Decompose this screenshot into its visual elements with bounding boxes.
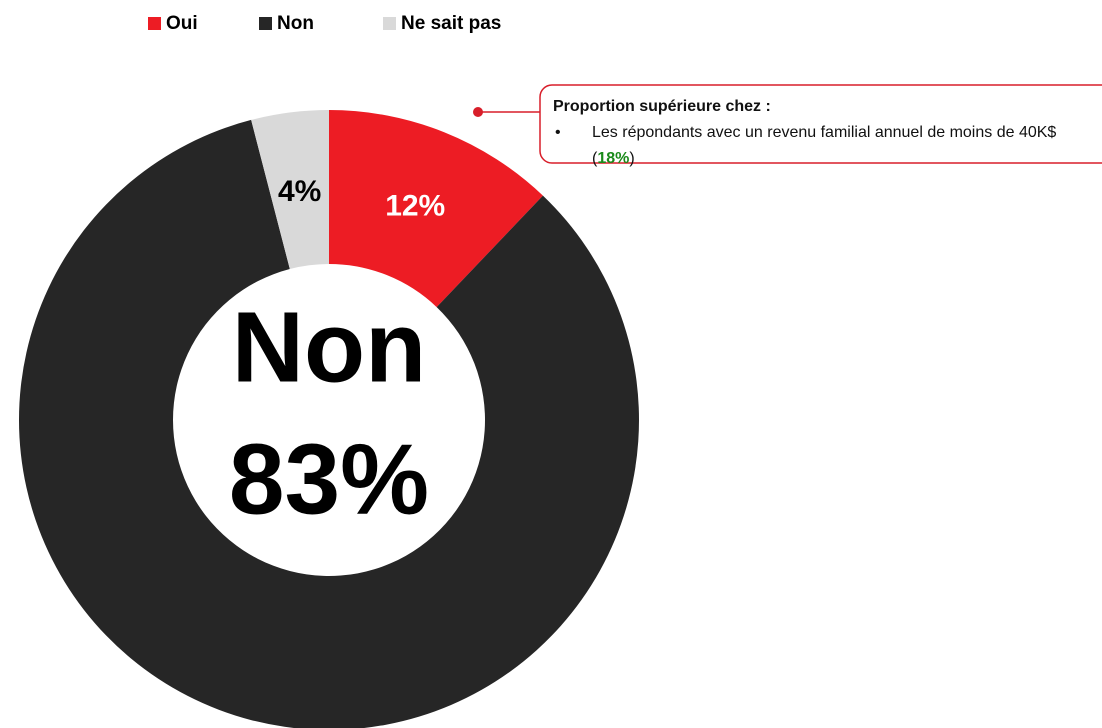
- annotation-item: • Les répondants avec un revenu familial…: [553, 120, 1083, 172]
- donut-slice: [19, 119, 639, 728]
- annotation-text: Les répondants avec un revenu familial a…: [592, 120, 1083, 172]
- legend-swatch: [383, 17, 396, 30]
- slice-label: 12%: [385, 190, 445, 223]
- annotation-end: ): [629, 150, 635, 167]
- legend-label: Non: [277, 13, 314, 34]
- center-category: Non: [232, 291, 426, 403]
- annotation-dot: [473, 107, 483, 117]
- legend-label: Oui: [166, 13, 198, 34]
- annotation-title: Proportion supérieure chez :: [553, 98, 771, 115]
- slice-label: 4%: [278, 175, 321, 208]
- legend-label: Ne sait pas: [401, 13, 501, 34]
- annotation-box: [539, 84, 1102, 164]
- center-value: 83%: [229, 423, 429, 535]
- annotation-highlight: 18%: [597, 150, 630, 167]
- donut-slice: [329, 110, 543, 308]
- legend-swatch: [148, 17, 161, 30]
- donut-slice: [251, 110, 329, 269]
- annotation-body: Les répondants avec un revenu familial a…: [592, 124, 1057, 167]
- annotation: Proportion supérieure chez : • Les répon…: [553, 94, 1083, 172]
- bullet: •: [555, 124, 561, 141]
- legend-swatch: [259, 17, 272, 30]
